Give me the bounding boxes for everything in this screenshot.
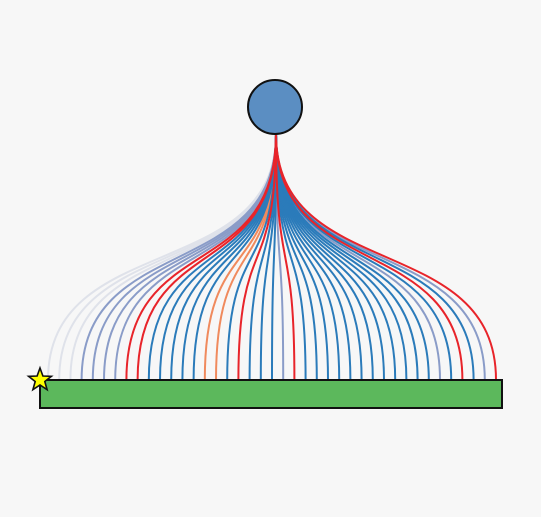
connection-curve <box>192 133 277 381</box>
connection-curves <box>47 133 497 381</box>
connection-curve <box>275 133 464 381</box>
connection-curve <box>237 133 277 381</box>
connection-curve <box>125 133 277 381</box>
connection-curve <box>203 133 277 381</box>
connection-curve <box>275 133 352 381</box>
connection-curve <box>275 133 296 381</box>
start-star-icon <box>26 365 54 392</box>
target-bar <box>39 379 503 409</box>
source-node <box>247 79 303 135</box>
connection-curve <box>58 133 277 381</box>
connection-curve <box>136 133 277 381</box>
connection-curve <box>275 133 430 381</box>
connection-curve <box>275 133 497 381</box>
connection-curve <box>271 133 277 381</box>
connection-curve <box>275 133 441 381</box>
